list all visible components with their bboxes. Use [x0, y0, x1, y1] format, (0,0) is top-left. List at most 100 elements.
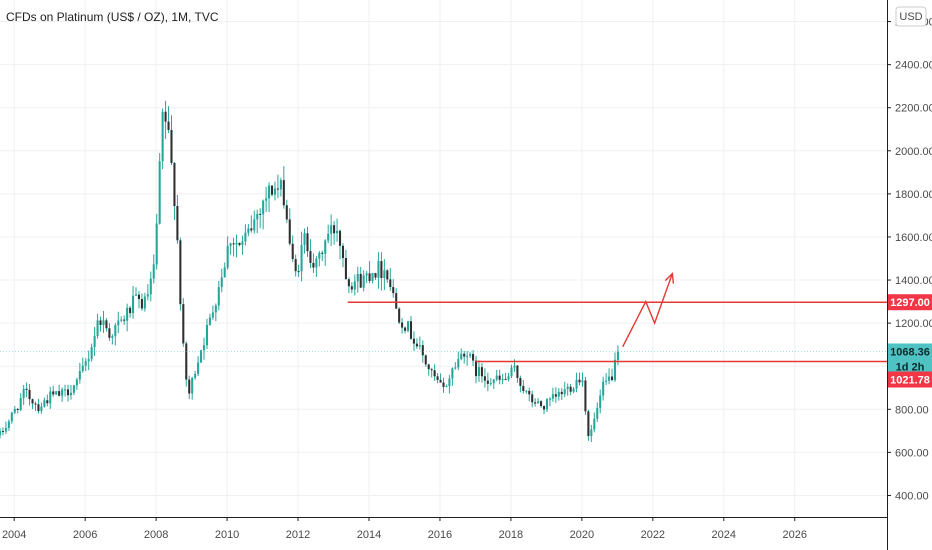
candle-body — [398, 308, 401, 323]
candle-body — [52, 391, 55, 395]
candle-body — [368, 273, 371, 281]
candle-body — [244, 232, 247, 242]
candle-body — [616, 351, 619, 360]
candle-body — [241, 241, 244, 246]
candle-body — [208, 317, 211, 325]
candle-body — [448, 378, 451, 387]
level-tag-1297: 1297.00 — [888, 294, 932, 311]
candle-body — [114, 325, 117, 337]
candle-body — [108, 328, 111, 338]
candle-body — [200, 350, 203, 363]
candle-body — [350, 286, 353, 290]
candle-body — [188, 379, 191, 394]
candle-body — [418, 345, 421, 347]
candle-body — [460, 353, 463, 360]
x-tick-label: 2006 — [73, 529, 97, 541]
candle-body — [330, 225, 333, 234]
candle-body — [270, 185, 274, 195]
candle-body — [16, 408, 19, 411]
candle-body — [256, 213, 259, 220]
candle-body — [433, 370, 436, 377]
candle-body — [1, 431, 4, 433]
candle-body — [262, 200, 265, 215]
candle-body — [531, 394, 534, 403]
x-tick-label: 2018 — [499, 529, 523, 541]
y-tick-label: 2400.00 — [895, 60, 932, 72]
candle-body — [593, 418, 596, 430]
candle-body — [451, 368, 454, 379]
candle-body — [492, 379, 495, 384]
candle-body — [472, 354, 475, 361]
candle-body — [87, 359, 90, 362]
candle-body — [40, 406, 43, 412]
candle-body — [167, 121, 170, 130]
candle-body — [93, 335, 96, 348]
projection-arrow-head — [664, 272, 675, 284]
y-tick-label: 2000.00 — [895, 146, 932, 158]
x-tick-label: 2012 — [286, 529, 310, 541]
candle-body — [179, 240, 182, 305]
candle-body — [170, 129, 173, 163]
candle-body — [504, 379, 507, 381]
candle-body — [291, 243, 294, 260]
candle-body — [356, 273, 359, 282]
projection-arrow-path[interactable] — [622, 273, 674, 348]
candle-body — [362, 275, 365, 288]
candle-body — [31, 399, 34, 404]
candle-body — [578, 379, 581, 383]
candle-body — [13, 408, 16, 413]
candle-body — [253, 219, 256, 231]
candle-body — [483, 376, 486, 381]
candle-body — [58, 391, 61, 396]
candle-body — [406, 321, 410, 331]
y-tick-label: 1400.00 — [895, 275, 932, 287]
candle-body — [474, 360, 478, 377]
candle-body — [309, 251, 312, 263]
candle-body — [344, 257, 347, 280]
candle-body — [197, 362, 200, 374]
candle-body — [129, 307, 132, 314]
candle-body — [276, 188, 279, 190]
candle-body — [605, 380, 608, 382]
candle-body — [10, 412, 13, 422]
candle-body — [123, 319, 126, 321]
candle-body — [421, 345, 424, 356]
candle-body — [96, 320, 99, 336]
candle-body — [599, 395, 602, 408]
candle-body — [477, 367, 481, 377]
candle-body — [519, 377, 522, 386]
currency-button[interactable]: USD — [895, 6, 927, 27]
candle-body — [613, 359, 617, 381]
candle-body — [288, 219, 291, 244]
candle-body — [324, 240, 327, 254]
level-tag-1297-text: 1297.00 — [890, 297, 930, 309]
x-tick-label: 2008 — [144, 529, 168, 541]
candle-body — [415, 343, 418, 347]
x-tick-label: 2020 — [570, 529, 594, 541]
candle-body — [235, 242, 238, 245]
candle-body — [102, 320, 105, 325]
candle-body — [173, 162, 176, 206]
annotations[interactable] — [0, 272, 887, 363]
x-tick-label: 2016 — [428, 529, 452, 541]
candle-body — [560, 391, 563, 395]
candle-body — [380, 261, 383, 279]
level-tag-1021: 1021.78 — [888, 371, 932, 388]
candle-body — [563, 389, 566, 395]
y-tick-label: 800.00 — [895, 404, 929, 416]
candle-body — [297, 271, 300, 273]
candle-body — [22, 388, 25, 398]
candle-body — [152, 264, 155, 279]
candle-body — [66, 389, 70, 396]
candle-body — [132, 295, 135, 314]
candle-body — [336, 230, 339, 234]
candle-body — [469, 354, 472, 356]
candle-body — [143, 296, 146, 309]
candle-body — [25, 388, 28, 390]
candle-body — [217, 287, 220, 306]
last-price-tag-bg — [888, 343, 932, 376]
candle-body — [37, 404, 40, 412]
